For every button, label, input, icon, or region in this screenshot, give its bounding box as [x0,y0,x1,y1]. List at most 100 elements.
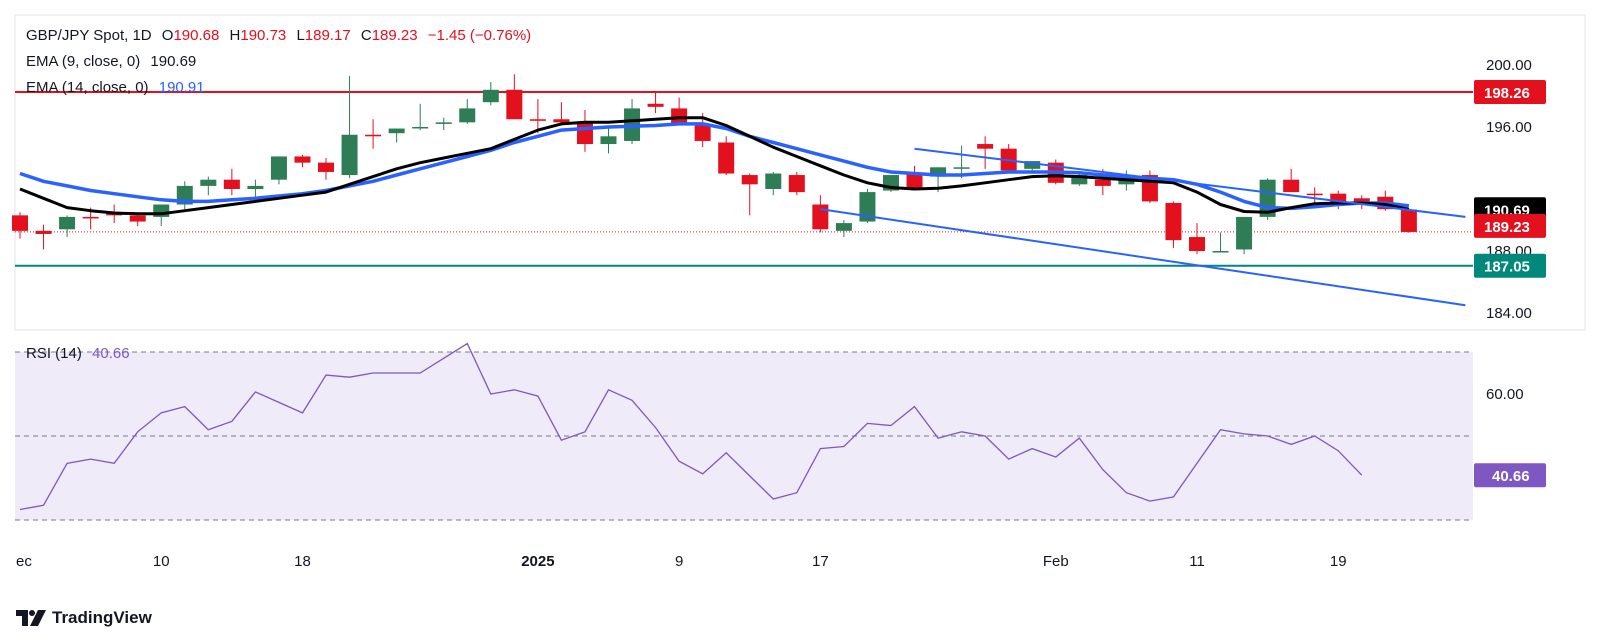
legend-low: 189.17 [304,27,351,44]
legend-symbol: GBP/JPY Spot, 1D [26,27,152,44]
legend-low-label: L [296,27,305,44]
legend-ema9-value: 190.69 [150,53,197,70]
tradingview-logo[interactable]: TradingView [16,608,152,628]
tradingview-logo-icon [16,610,46,626]
rsi-last-tag-bg [1474,463,1546,488]
ema9-line [19,116,1410,216]
candle [223,168,240,196]
candle [341,75,358,179]
candle-body [1283,179,1300,193]
candle-body [529,119,546,121]
candle-body [1189,237,1205,251]
legend-change: −1.45 (−0.76%) [427,27,532,44]
candle [1141,170,1158,203]
candle [1236,216,1253,255]
price-tick-label: 196.00 [1486,119,1532,136]
legend-ohlc: GBP/JPY Spot, 1D O190.68 H190.73 L189.17… [26,27,537,44]
candle-body [906,173,923,189]
legend-rsi-value: 40.66 [92,345,130,362]
candle [482,82,499,106]
candle-body [647,103,664,107]
rsi-pane[interactable] [15,342,1473,521]
time-tick-label: ec [16,553,32,570]
candle [59,215,76,238]
price-pane-border [14,14,1586,331]
ema14-line [19,122,1410,211]
candle-body [318,162,335,172]
candle [388,128,405,143]
legend-high: 190.73 [240,27,287,44]
legend-high-label: H [229,27,241,44]
tradingview-logo-text: TradingView [52,608,152,627]
candle-body [741,175,758,185]
candle-body [671,108,688,124]
candle-body [1024,161,1041,169]
candle-body [12,215,28,231]
resistance-tag-bg [1474,79,1546,104]
candle-body [223,179,240,189]
time-axis[interactable]: ec 10 18 2025 9 17 Feb 11 19 [16,553,1347,570]
candle [1165,201,1182,248]
candle [812,195,829,233]
price-pane[interactable] [12,14,1586,331]
support-tag-bg [1474,253,1546,278]
candle [35,224,52,250]
legend-ema14: EMA (14, close, 0) 190.91 [26,79,211,96]
legend-ema9: EMA (9, close, 0) 190.69 [26,53,202,70]
resistance-tag: 198.26 [1474,79,1546,104]
candle [953,145,970,179]
candle-body [718,142,735,174]
candle-body [506,89,523,120]
time-tick-label: 9 [675,553,683,570]
candle-body [1165,202,1182,241]
candle-body [1330,193,1347,205]
legend-open: 190.68 [173,27,220,44]
candle [647,91,664,114]
candle-body [1236,216,1253,250]
candle [247,179,264,197]
candle [200,176,217,196]
candle [1306,187,1323,203]
candle [882,175,899,193]
candle-body [200,179,217,186]
candle [529,99,546,134]
candle-body [294,156,311,163]
candle [553,102,570,126]
last-price-tag-label: 189.23 [1484,219,1530,236]
candle [741,173,758,216]
rsi-line [19,342,1363,511]
legend-close-label: C [360,27,372,44]
candle-body [341,134,358,176]
candle [1094,168,1111,196]
candle-body [1094,179,1111,186]
legend-close: 189.23 [371,27,418,44]
candle [1189,223,1205,255]
price-tick-label: 200.00 [1486,57,1532,74]
candle-body [953,167,970,169]
legend-open-label: O [161,27,174,44]
candle [294,154,311,168]
candle [1400,208,1417,233]
legend-rsi-label: RSI (14) [26,345,82,362]
candle [506,74,523,120]
candle [859,189,876,224]
last-price-tag-bg [1474,213,1546,238]
price-plot [12,74,1473,307]
rsi-last-tag-label: 40.66 [1492,468,1530,485]
candle [765,171,782,196]
candle [906,165,923,189]
candle-body [694,123,711,141]
candle-body [388,128,405,134]
candle-body [270,156,287,180]
candle [718,136,735,176]
rsi-tick-label: 60.00 [1486,386,1524,403]
candle [1283,168,1300,193]
rsi-plot [15,342,1473,521]
price-axis[interactable]: 184.00188.00196.00200.0060.00198.26187.0… [1474,57,1546,488]
candle [365,119,382,149]
legend-ema9-label: EMA (9, close, 0) [26,53,141,70]
candle-body [1400,209,1417,232]
candle-body [1353,198,1370,202]
time-tick-label: 11 [1189,553,1205,570]
